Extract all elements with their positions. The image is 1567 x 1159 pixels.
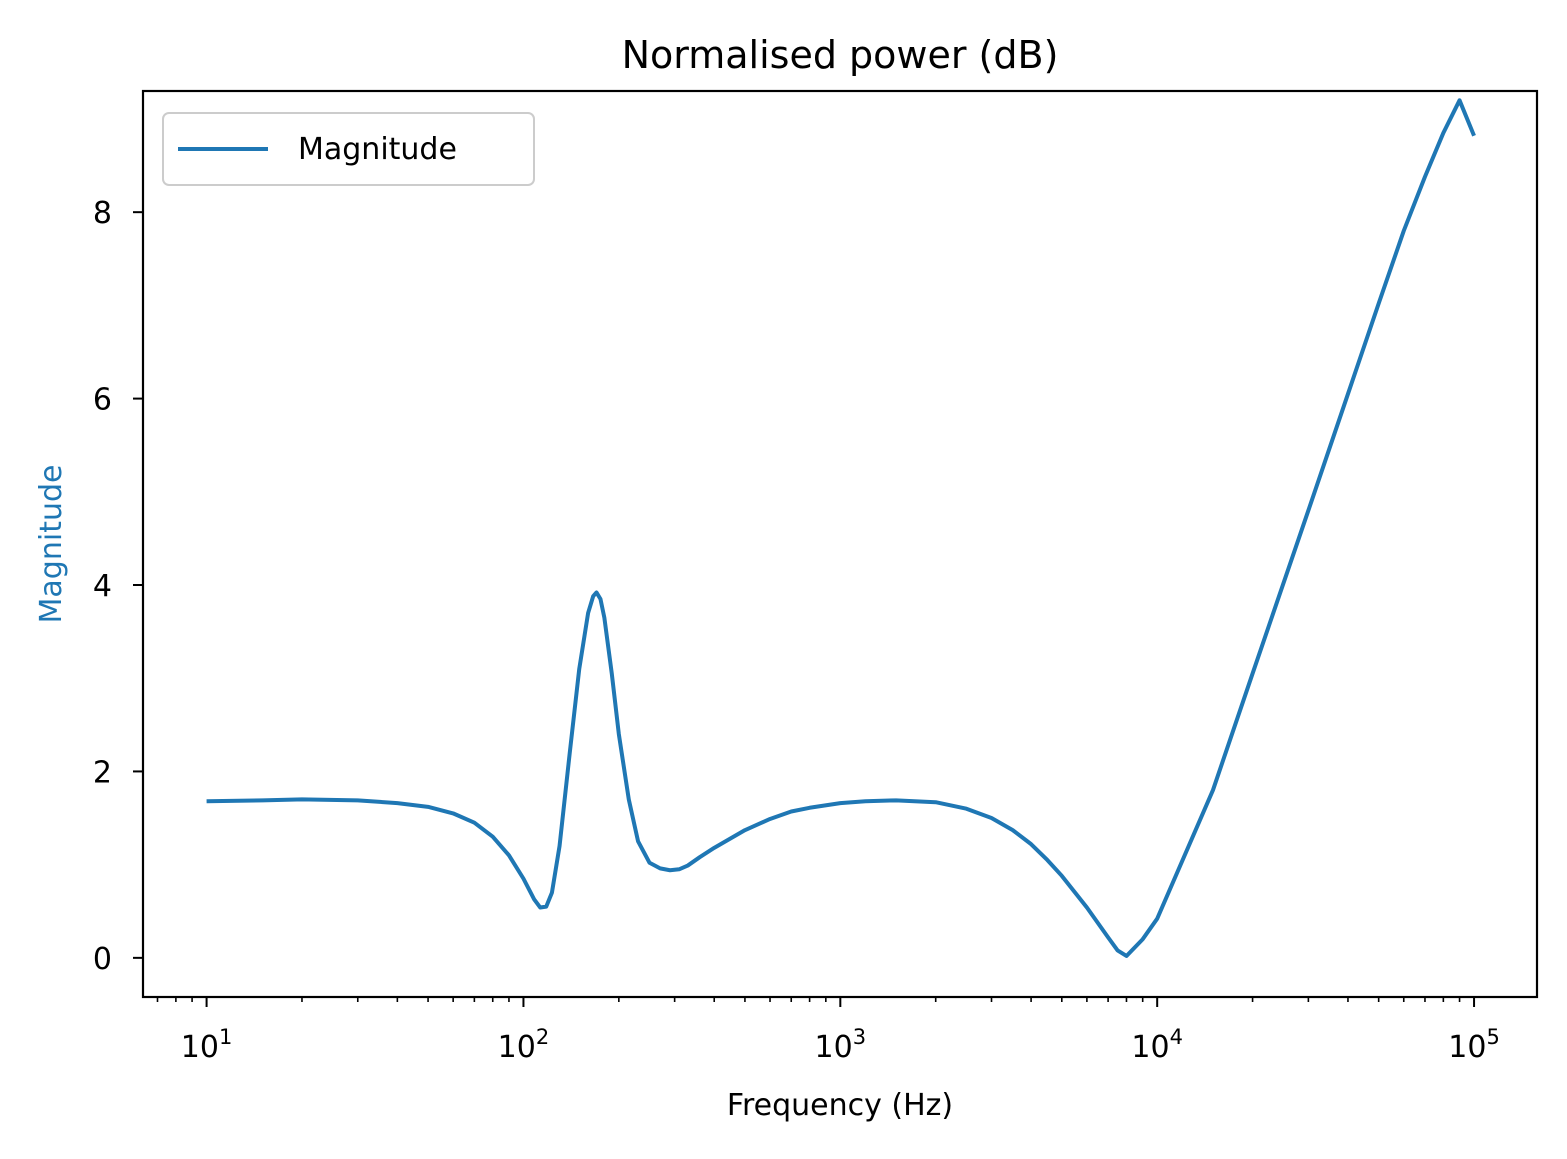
x-tick-label: 101 <box>181 1025 233 1065</box>
chart-title: Normalised power (dB) <box>622 33 1059 77</box>
x-axis-label: Frequency (Hz) <box>727 1088 953 1123</box>
series-line-0 <box>206 98 1476 958</box>
series-layer <box>206 98 1476 958</box>
plot-area <box>141 89 1539 999</box>
x-tick-label: 102 <box>498 1025 550 1065</box>
x-tick-label: 105 <box>1448 1025 1500 1065</box>
y-tick-label: 2 <box>93 755 112 790</box>
x-tick-label: 104 <box>1131 1025 1183 1065</box>
legend-box <box>162 112 535 186</box>
x-tick-label: 103 <box>815 1025 867 1065</box>
y-tick-label: 8 <box>93 196 112 231</box>
legend-label: Magnitude <box>298 132 457 167</box>
legend: Magnitude <box>162 112 535 186</box>
y-tick-label: 0 <box>93 942 112 977</box>
y-tick-label: 4 <box>93 569 112 604</box>
plot-frame <box>141 89 1539 999</box>
x-axis: 101 102 103 104 105 <box>156 997 1500 1065</box>
y-axis: 0 2 4 6 8 <box>93 196 143 977</box>
y-axis-label: Magnitude <box>34 465 69 624</box>
y-tick-label: 6 <box>93 383 112 418</box>
